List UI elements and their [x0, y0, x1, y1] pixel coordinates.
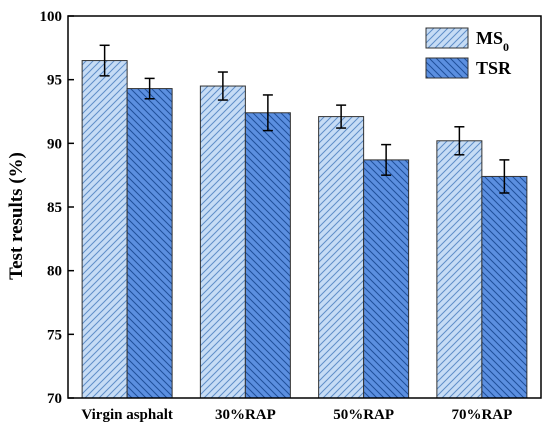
bar-tsr [126, 88, 173, 399]
bar-ms0 [199, 85, 246, 399]
error-bar [99, 44, 110, 77]
error-bar [217, 71, 228, 101]
bar-tsr [244, 112, 291, 399]
y-tick-label: 95 [47, 73, 62, 89]
error-bar [144, 77, 155, 100]
y-tick-label: 85 [47, 200, 62, 216]
y-tick-label: 70 [47, 391, 62, 407]
bar-ms0 [318, 116, 365, 399]
error-bar [336, 104, 347, 129]
bar-tsr [363, 159, 410, 399]
x-tick-label: 30%RAP [215, 407, 276, 423]
legend-swatch [425, 27, 469, 49]
x-axis: Virgin asphalt 30%RAP 50%RAP 70%RAP [81, 407, 512, 423]
x-tick-label: 50%RAP [333, 407, 394, 423]
x-tick-label: 70%RAP [451, 407, 512, 423]
legend-label: MS0 [476, 28, 509, 54]
error-bar [454, 126, 465, 156]
bar-ms0 [436, 140, 483, 399]
y-axis: 70 75 80 85 90 95 100 [40, 9, 74, 407]
error-bar [262, 94, 273, 132]
error-bar [381, 143, 392, 176]
bar-ms0 [81, 60, 128, 399]
error-bar [499, 159, 510, 194]
error-bars-layer [99, 44, 510, 194]
bars-layer [81, 60, 528, 399]
y-tick-label: 90 [47, 136, 62, 152]
legend: MS0 TSR [425, 27, 512, 79]
bar-tsr [481, 175, 528, 399]
y-tick-label: 100 [40, 9, 63, 25]
legend-swatch [425, 57, 469, 79]
y-tick-label: 80 [47, 264, 62, 280]
legend-label: TSR [476, 58, 512, 78]
y-axis-title: Test results (%) [6, 152, 27, 280]
x-tick-label: Virgin asphalt [81, 407, 173, 423]
y-tick-label: 75 [47, 327, 62, 343]
